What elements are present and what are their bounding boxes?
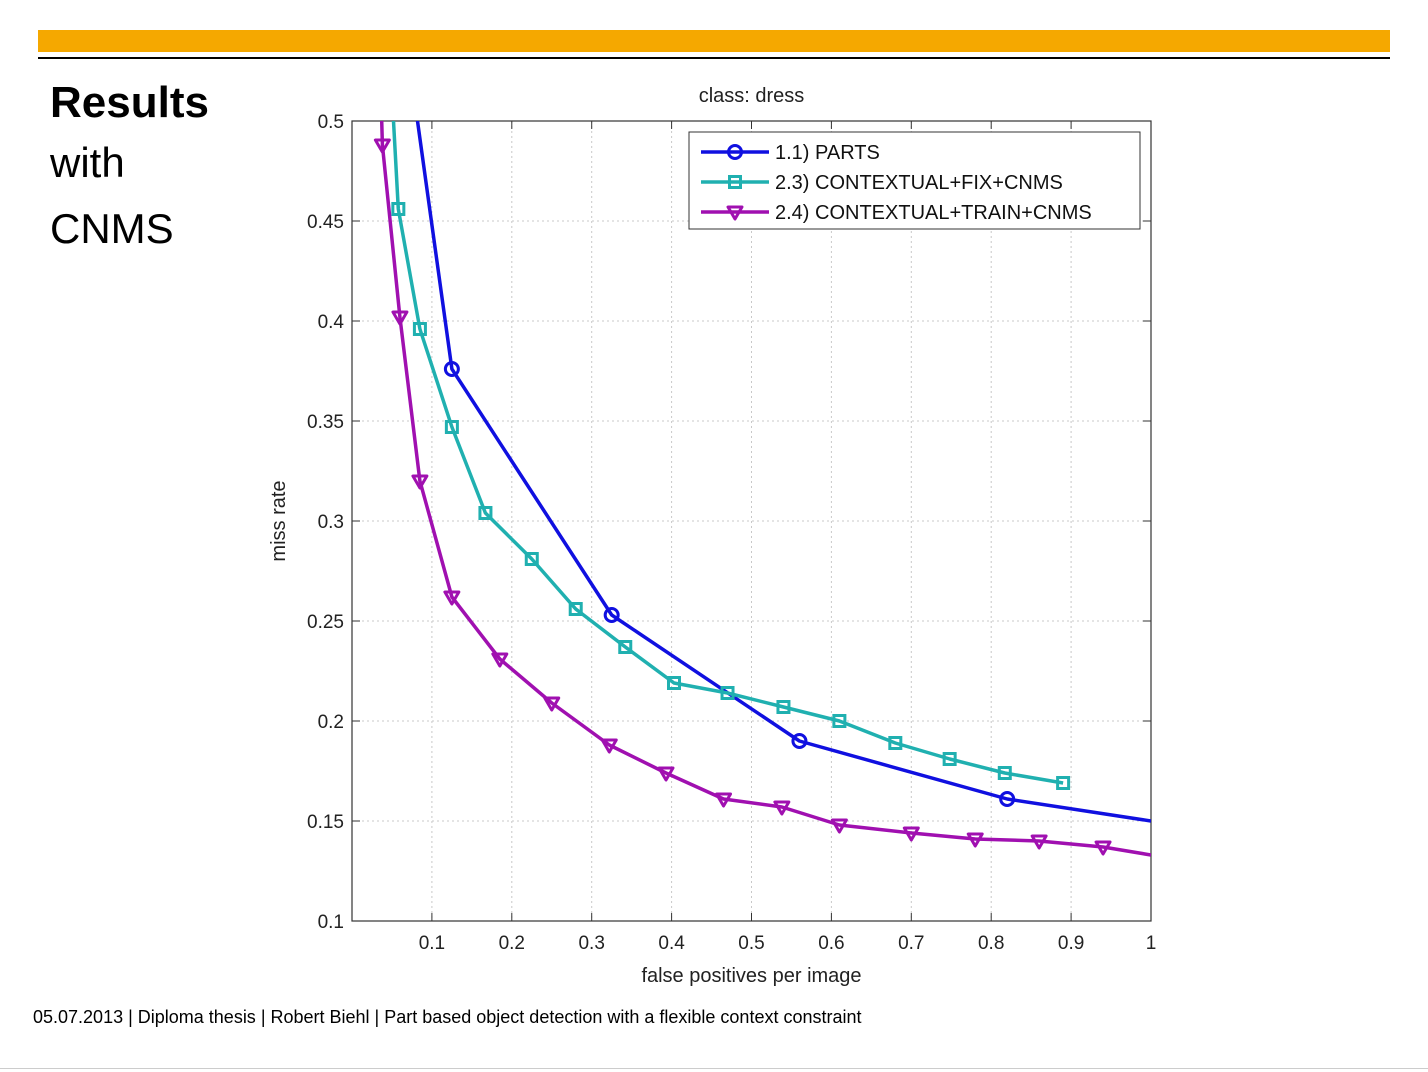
x-tick-label: 0.7 [898, 933, 924, 954]
triangle-marker [491, 652, 509, 668]
square-marker [997, 766, 1012, 780]
footer-rule [0, 1068, 1428, 1069]
axis-ticks: 0.1 0.2 0.3 0.4 0.5 0.6 0.7 0.8 0.9 1 0.1 0.15 0.2 0.… [307, 112, 1156, 954]
x-tick-label: 0.5 [738, 933, 764, 954]
square-marker [568, 602, 583, 616]
y-tick-label: 0.15 [307, 812, 344, 833]
slide-title: Results with CNMS [50, 76, 280, 262]
series-1 [415, 121, 1151, 823]
triangle-marker [902, 826, 920, 842]
series-line [391, 121, 1064, 785]
legend-label: 2.4) CONTEXTUAL+TRAIN+CNMS [775, 202, 1092, 224]
circle-marker [727, 144, 743, 160]
chart-title: class: dress [699, 85, 805, 107]
series-2 [391, 121, 1071, 790]
y-tick-label: 0.5 [318, 112, 344, 133]
header-rule [38, 57, 1390, 59]
x-tick-label: 0.6 [818, 933, 844, 954]
square-marker [478, 506, 493, 520]
square-marker [776, 700, 791, 714]
triangle-marker [657, 766, 675, 782]
x-tick-label: 0.4 [658, 933, 685, 954]
series [373, 121, 1151, 857]
y-axis-label: miss rate [268, 480, 290, 561]
x-tick-label: 0.3 [578, 933, 604, 954]
triangle-marker [1030, 834, 1048, 850]
circle-marker [791, 733, 808, 749]
y-tick-label: 0.3 [318, 512, 344, 533]
x-tick-label: 0.1 [419, 933, 445, 954]
x-tick-label: 0.2 [499, 933, 525, 954]
square-marker [444, 420, 459, 434]
triangle-marker [1094, 840, 1112, 856]
legend: 1.1) PARTS 2.3) CONTEXTUAL+FIX+CNMS 2.4) C… [688, 131, 1141, 230]
x-tick-label: 0.8 [978, 933, 1004, 954]
square-marker [666, 676, 681, 690]
triangle-marker [773, 800, 791, 816]
y-tick-label: 0.25 [307, 612, 344, 633]
legend-label: 1.1) PARTS [775, 142, 880, 164]
y-tick-label: 0.4 [318, 312, 345, 333]
header-accent-bar [38, 30, 1390, 52]
square-marker [942, 752, 957, 766]
series-line [415, 121, 1151, 823]
square-marker [412, 322, 427, 336]
slide-title-line-1: Results [50, 78, 209, 127]
square-marker [888, 736, 903, 750]
circle-marker [443, 361, 460, 377]
slide-title-line-2: with [50, 139, 125, 186]
square-marker [728, 175, 742, 189]
square-marker [391, 202, 406, 216]
series-line [379, 121, 1151, 857]
triangle-marker [600, 738, 618, 754]
legend-label: 2.3) CONTEXTUAL+FIX+CNMS [775, 172, 1063, 194]
series-3 [373, 121, 1151, 857]
y-tick-label: 0.2 [318, 712, 344, 733]
triangle-marker [830, 818, 848, 834]
x-tick-label: 1 [1146, 933, 1157, 954]
x-axis-label: false positives per image [641, 965, 861, 987]
y-tick-label: 0.45 [307, 212, 344, 233]
triangle-marker [543, 696, 561, 712]
x-tick-label: 0.9 [1058, 933, 1084, 954]
triangle-marker [966, 832, 984, 848]
circle-marker [999, 791, 1016, 807]
triangle-marker [411, 474, 429, 490]
square-marker [1056, 776, 1071, 790]
triangle-marker [391, 310, 409, 326]
slide-title-line-3: CNMS [50, 205, 174, 252]
square-marker [524, 552, 539, 566]
y-tick-label: 0.1 [318, 912, 344, 933]
triangle-marker [373, 138, 391, 154]
footer-text: 05.07.2013 | Diploma thesis | Robert Bie… [33, 1007, 862, 1027]
circle-marker [603, 607, 620, 623]
square-marker [618, 640, 633, 654]
y-tick-label: 0.35 [307, 412, 344, 433]
square-marker [720, 686, 735, 700]
square-marker [832, 714, 847, 728]
triangle-marker [715, 792, 733, 808]
triangle-marker [726, 205, 744, 221]
triangle-marker [443, 590, 461, 606]
